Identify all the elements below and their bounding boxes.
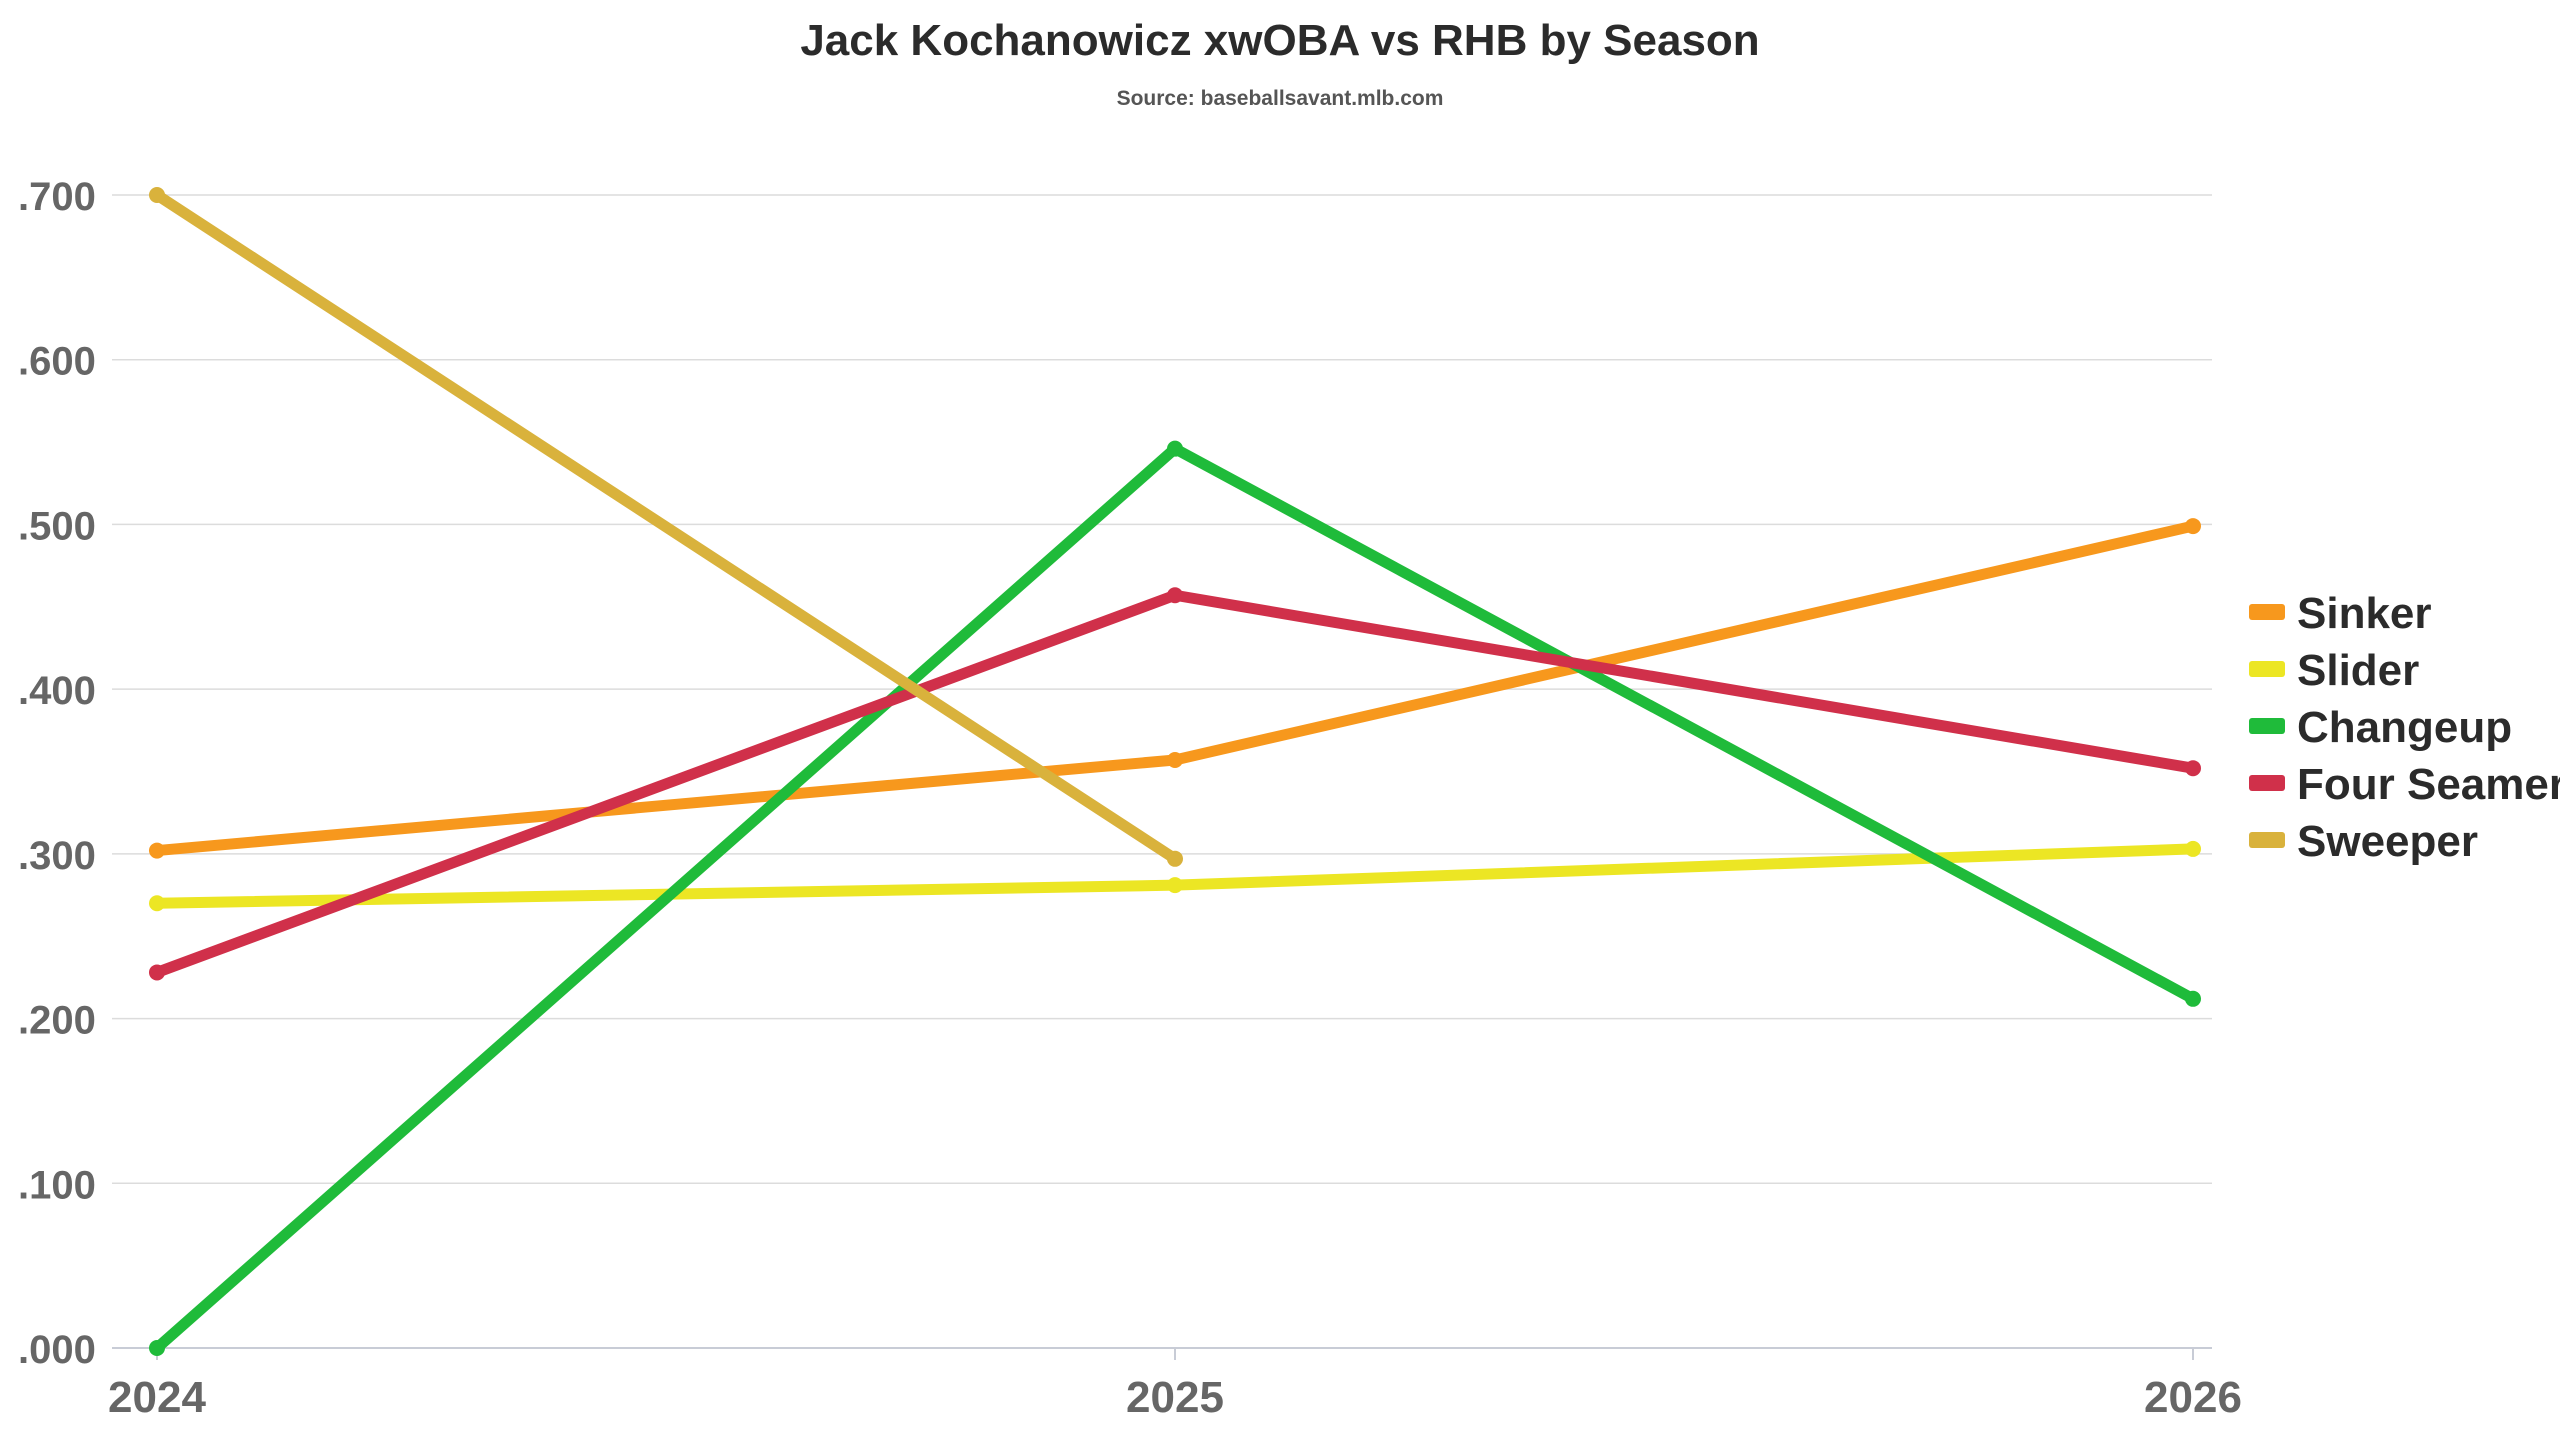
data-point (1167, 751, 1183, 768)
legend-item[interactable]: Sweeper (2249, 817, 2478, 866)
chart-subtitle: Source: baseballsavant.mlb.com (1117, 87, 1444, 110)
legend-item[interactable]: Four Seamer (2249, 760, 2560, 809)
data-point (2185, 760, 2201, 777)
series-changeup (149, 440, 2201, 1356)
series-sinker (149, 518, 2201, 859)
legend-swatch (2249, 832, 2285, 848)
y-axis-ticks: .000 .100 .200 .300 .400 .500 .600 .700 (18, 175, 96, 1372)
series-line (151, 189, 1181, 865)
legend-swatch (2249, 604, 2285, 620)
chart-title: Jack Kochanowicz xwOBA vs RHB by Season (800, 16, 1759, 65)
legend[interactable]: Sinker Slider Changeup Four Seamer Sweeper (2249, 589, 2560, 866)
y-tick-label: .300 (18, 834, 96, 878)
legend-swatch (2249, 718, 2285, 734)
x-axis: 2024 2025 2026 (108, 1347, 2242, 1422)
data-point (1167, 587, 1183, 604)
legend-item[interactable]: Slider (2249, 646, 2419, 695)
data-point (149, 895, 165, 912)
data-point (1167, 850, 1183, 867)
y-tick-label: .500 (18, 504, 96, 548)
legend-item[interactable]: Changeup (2249, 703, 2512, 752)
x-tick-label: 2025 (1126, 1373, 1224, 1422)
legend-label: Four Seamer (2297, 760, 2560, 809)
data-point (2185, 518, 2201, 535)
x-tick-label: 2026 (2144, 1373, 2242, 1422)
y-tick-label: .000 (18, 1328, 96, 1372)
series-four-seamer (149, 587, 2201, 981)
y-tick-label: .600 (18, 340, 96, 384)
legend-label: Changeup (2297, 703, 2512, 752)
series-sweeper (149, 187, 1183, 867)
data-point (1167, 440, 1183, 457)
data-point (2185, 840, 2201, 857)
data-point (149, 964, 165, 981)
legend-label: Sweeper (2297, 817, 2478, 866)
y-tick-label: .100 (18, 1163, 96, 1207)
data-point (149, 187, 165, 203)
series-slider (149, 840, 2201, 912)
y-tick-label: .200 (18, 999, 96, 1043)
series-lines (149, 187, 2201, 1356)
x-tick-label: 2024 (108, 1373, 206, 1422)
legend-swatch (2249, 661, 2285, 677)
data-point (149, 1340, 165, 1356)
y-tick-label: .400 (18, 669, 96, 713)
series-line (151, 589, 2199, 978)
legend-label: Slider (2297, 646, 2419, 695)
legend-item[interactable]: Sinker (2249, 589, 2432, 638)
data-point (2185, 990, 2201, 1007)
y-tick-label: .700 (18, 175, 96, 219)
data-point (149, 842, 165, 859)
legend-label: Sinker (2297, 589, 2432, 638)
data-point (1167, 877, 1183, 894)
legend-swatch (2249, 775, 2285, 791)
gridlines (112, 194, 2212, 1185)
series-line (151, 520, 2199, 857)
